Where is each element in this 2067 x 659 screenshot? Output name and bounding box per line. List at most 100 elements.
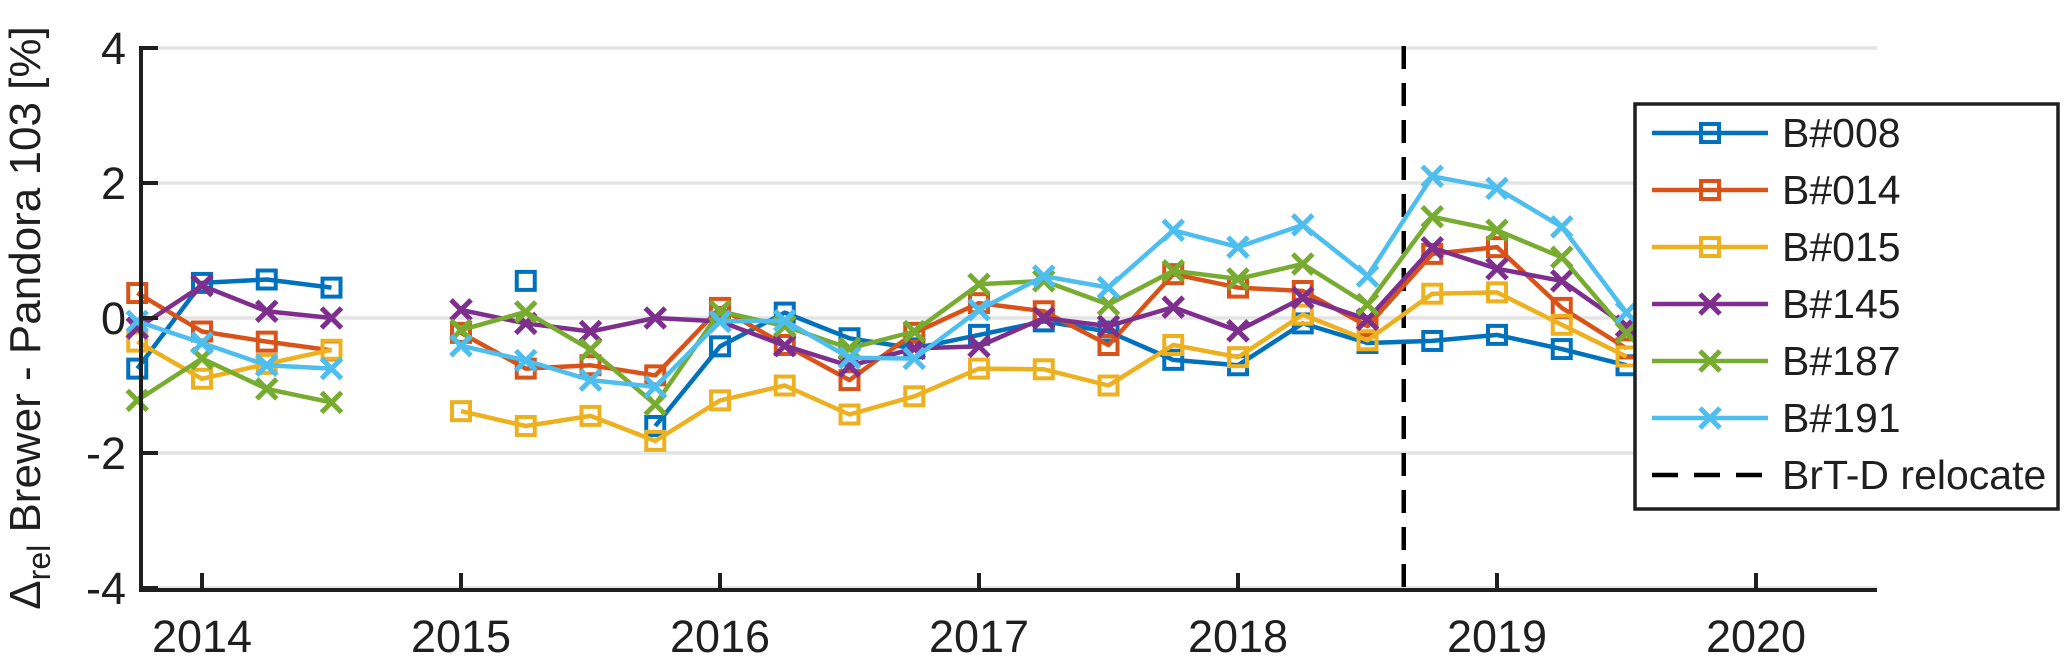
marker-x xyxy=(578,319,603,344)
marker-square xyxy=(838,369,861,392)
marker-x xyxy=(1290,285,1315,310)
marker-square xyxy=(1162,348,1185,371)
marker-x xyxy=(1485,218,1509,243)
x-tick-label-2020: 2020 xyxy=(1706,611,1806,659)
series-line xyxy=(136,244,1628,383)
marker-x xyxy=(1226,235,1250,259)
y-tick-labels: -4 -2 0 2 4 xyxy=(86,23,126,614)
marker-x xyxy=(1355,264,1380,288)
data-series xyxy=(125,164,1639,452)
marker-square xyxy=(450,321,472,344)
series-line xyxy=(135,277,1628,428)
series-B015 xyxy=(126,281,1638,452)
marker-x xyxy=(319,356,344,381)
axes-spines-ticks xyxy=(139,46,1877,592)
marker-square xyxy=(1550,313,1573,336)
marker-x xyxy=(1096,314,1121,338)
marker-x xyxy=(643,392,668,417)
marker-x xyxy=(1161,218,1186,243)
marker-square xyxy=(1486,236,1508,259)
legend-entry-B145: B#145 xyxy=(1652,281,1901,327)
marker-x xyxy=(967,272,991,297)
marker-x xyxy=(1549,245,1574,270)
series-B145 xyxy=(125,236,1639,378)
marker-x xyxy=(967,334,991,359)
marker-square xyxy=(126,330,149,353)
marker-square xyxy=(1097,334,1120,356)
marker-x xyxy=(1031,269,1056,293)
marker-x xyxy=(1096,292,1121,317)
marker-square xyxy=(579,404,602,427)
marker-x xyxy=(1420,204,1445,229)
y-tick-label-0: 0 xyxy=(101,293,126,344)
marker-x xyxy=(190,273,214,298)
legend-entry-B187: B#187 xyxy=(1652,338,1901,384)
marker-x xyxy=(1161,258,1186,283)
marker-x xyxy=(643,306,668,330)
marker-x xyxy=(254,353,279,378)
marker-x xyxy=(643,375,668,399)
marker-square xyxy=(1486,281,1508,304)
legend-entry-B014: B#014 xyxy=(1652,167,1901,213)
marker-square xyxy=(773,374,796,397)
marker-square xyxy=(709,335,731,358)
series-B191 xyxy=(125,164,1639,399)
y-tick-label-2: 2 xyxy=(101,158,126,209)
marker-square xyxy=(320,276,343,299)
marker-square xyxy=(450,400,472,423)
legend-entry-B015: B#015 xyxy=(1652,224,1901,270)
marker-square xyxy=(514,415,537,437)
marker-x xyxy=(902,319,927,344)
marker-x xyxy=(902,346,927,371)
marker-x xyxy=(254,377,279,401)
x-tick-label-2017: 2017 xyxy=(929,611,1029,659)
marker-square xyxy=(709,296,731,319)
marker-x xyxy=(1420,236,1445,260)
y-tick-label--2: -2 xyxy=(86,428,126,479)
marker-x xyxy=(513,348,538,373)
marker-x xyxy=(772,333,797,358)
marker-x xyxy=(319,390,344,415)
marker-x xyxy=(1355,292,1380,317)
marker-square xyxy=(1032,358,1055,381)
series-B014 xyxy=(126,236,1638,392)
marker-square xyxy=(126,282,149,305)
marker-x xyxy=(125,309,150,334)
marker-square xyxy=(191,271,213,294)
marker-x xyxy=(1420,164,1445,189)
x-tick-label-2015: 2015 xyxy=(411,611,511,659)
marker-square xyxy=(838,403,861,426)
x-tick-label-2016: 2016 xyxy=(670,611,770,659)
marker-square xyxy=(126,357,149,380)
marker-x xyxy=(772,308,797,333)
legend-label: B#014 xyxy=(1782,167,1901,213)
marker-x xyxy=(449,333,473,358)
series-B187 xyxy=(125,204,1639,417)
marker-x xyxy=(967,298,991,322)
marker-square xyxy=(1227,346,1249,369)
marker-x xyxy=(1161,295,1186,319)
y-axis-label: Δrel Brewer - Pandora 103 [%] xyxy=(1,26,57,609)
legend-label: B#015 xyxy=(1782,224,1901,270)
marker-x xyxy=(1698,406,1722,430)
marker-x xyxy=(449,298,473,322)
legend: B#008 B#014 B#015 B#145 B#187 B#191 BrT-D relo… xyxy=(1633,102,2060,511)
marker-x xyxy=(1485,176,1509,201)
marker-square xyxy=(1356,329,1379,352)
marker-square xyxy=(709,389,731,412)
marker-x xyxy=(1031,264,1056,288)
marker-square xyxy=(773,334,796,356)
marker-square xyxy=(191,367,213,390)
marker-x xyxy=(1485,256,1509,281)
marker-square xyxy=(903,385,926,408)
marker-x xyxy=(1614,300,1639,325)
marker-x xyxy=(125,388,150,413)
marker-x xyxy=(1096,275,1121,300)
marker-square xyxy=(644,415,667,437)
marker-x xyxy=(1290,252,1315,276)
marker-square xyxy=(255,330,278,353)
marker-square xyxy=(644,429,667,452)
marker-square xyxy=(579,354,602,377)
